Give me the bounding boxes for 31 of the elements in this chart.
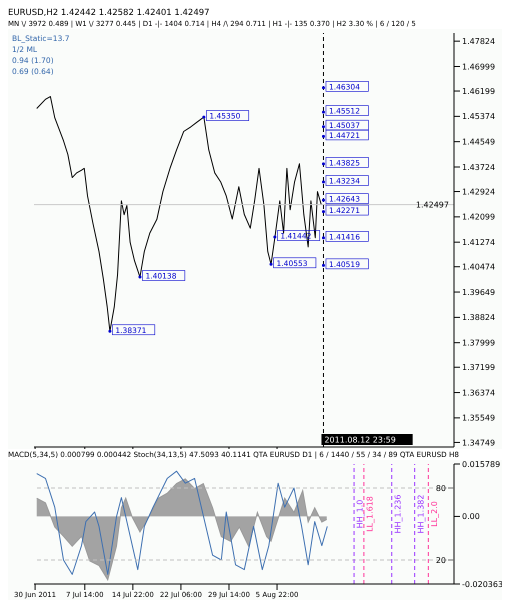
y-tick-label: 1.42924 [462,187,496,196]
ref-line-label: LL_1.618 [365,496,374,532]
y-tick-label: -0.020363 [462,580,504,589]
y-tick-label: 1.41274 [462,238,496,248]
y-tick-label: 1.46199 [462,86,496,96]
y2-tick-label: 20 [436,556,446,565]
y-tick-label: 1.34749 [462,438,496,448]
ref-line-label: HH_1.236 [393,494,402,534]
y-tick-label: 1.37999 [462,338,496,348]
ref-line-label: 1.42497 [416,200,449,210]
y-tick-label: 1.35549 [462,414,496,423]
line-series [36,96,322,333]
ref-line-label: HH_1.0 [356,500,365,528]
y-tick-label: 1.43724 [462,162,496,172]
y2-tick-label: 80 [436,484,446,493]
y-tick-label: 1.40474 [462,262,496,272]
y-tick-label: 1.46999 [462,62,496,72]
ref-line-label: LL_2.0 [430,501,439,527]
y-tick-label: 0.015789 [462,460,500,469]
y-tick-label: 1.36374 [462,388,496,398]
y-tick-label: 1.47824 [462,37,496,46]
y-tick-label: 1.39649 [462,288,496,297]
y-tick-label: 1.37199 [462,363,496,372]
chart-title: EURUSD,H2 1.42442 1.42582 1.42401 1.42497 [8,8,211,19]
y-tick-label: 1.42099 [462,212,496,222]
ref-line-label: 2011.08.12 23:59 [324,436,396,444]
y-tick-label: 1.44549 [462,138,496,147]
y-tick-label: 1.38824 [462,313,496,322]
ref-line-label: HH_1.382 [416,494,426,534]
y-tick-label: 0.00 [462,512,480,522]
y-tick-label: 1.45374 [462,112,496,122]
